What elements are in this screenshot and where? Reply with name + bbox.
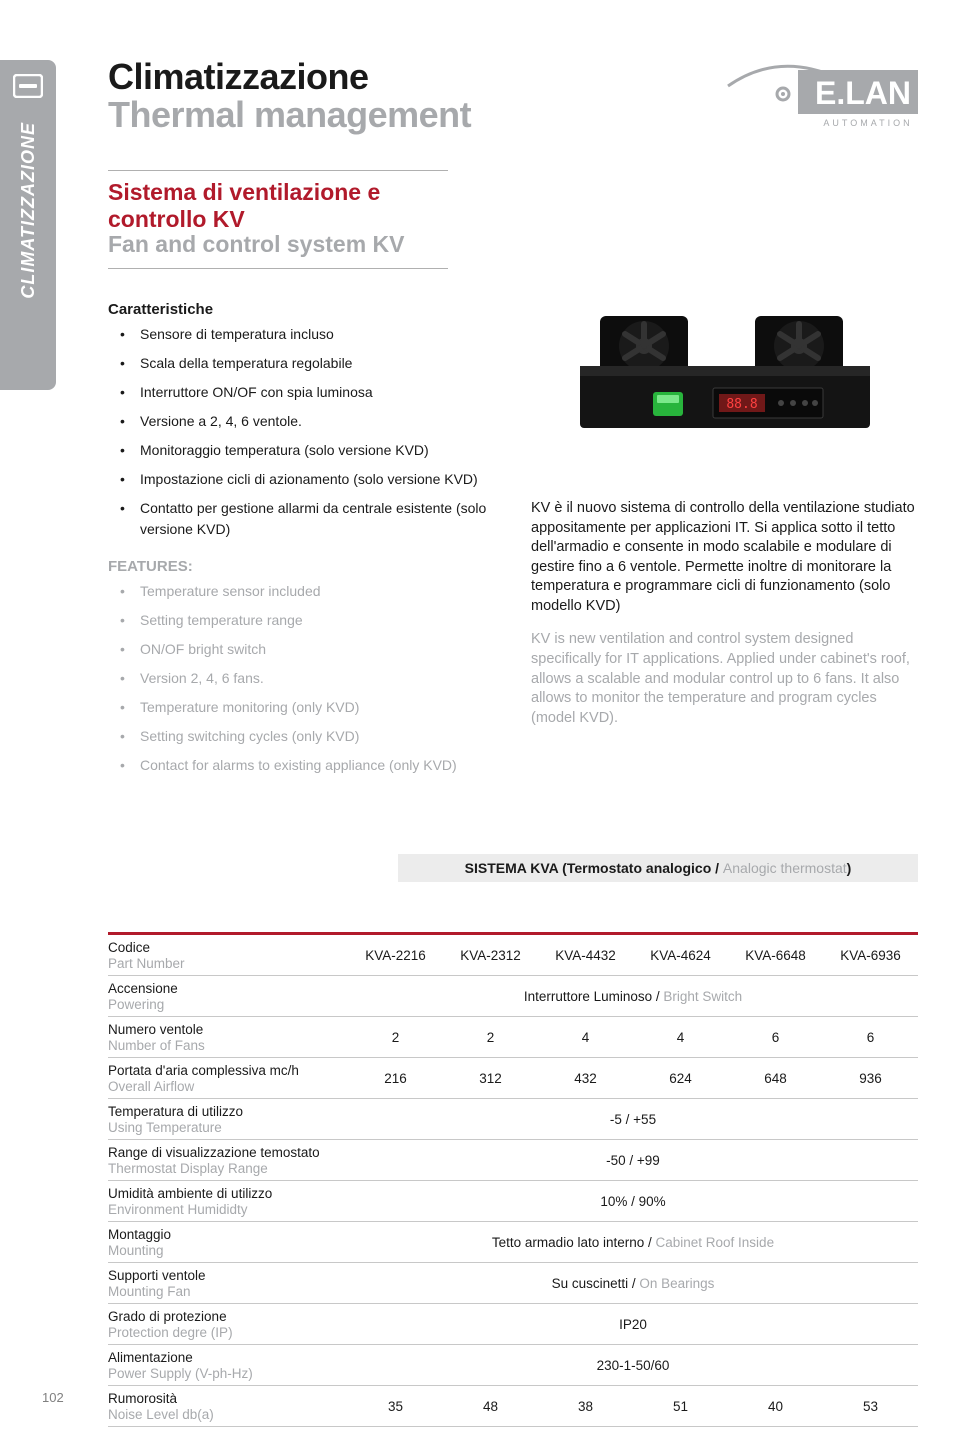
table-row: Portata d'aria complessiva mc/hOverall A…: [108, 1058, 918, 1099]
table-row: Numero ventoleNumber of Fans224466: [108, 1017, 918, 1058]
merged-value: IP20: [348, 1304, 918, 1345]
row-label: Numero ventoleNumber of Fans: [108, 1017, 348, 1058]
row-label: Portata d'aria complessiva mc/hOverall A…: [108, 1058, 348, 1099]
table-title-it: SISTEMA KVA (Termostato analogico /: [465, 860, 723, 876]
table-row: CodicePart NumberKVA-2216KVA-2312KVA-443…: [108, 935, 918, 976]
row-label: Supporti ventoleMounting Fan: [108, 1263, 348, 1304]
description-en: KV is new ventilation and control system…: [531, 630, 918, 728]
subhead-en: Fan and control system KV: [108, 231, 448, 258]
cell-value: 4: [538, 1017, 633, 1058]
table-row: RumorositàNoise Level db(a)354838514053: [108, 1386, 918, 1427]
table-row: Umidità ambiente di utilizzoEnvironment …: [108, 1181, 918, 1222]
row-label: Range di visualizzazione temostatoThermo…: [108, 1140, 348, 1181]
feature-item: Interruttore ON/OF con spia luminosa: [108, 382, 495, 403]
cell-value: 624: [633, 1058, 728, 1099]
merged-value: -50 / +99: [348, 1140, 918, 1181]
cell-value: 432: [538, 1058, 633, 1099]
merged-value: Interruttore Luminoso / Bright Switch: [348, 976, 918, 1017]
cell-value: 6: [823, 1017, 918, 1058]
brand-logo: E.LAN AUTOMATION: [718, 56, 918, 136]
table-row: MontaggioMountingTetto armadio lato inte…: [108, 1222, 918, 1263]
cell-value: 51: [633, 1386, 728, 1427]
description-column: 88.8 KV è il nuovo sistema di controllo …: [531, 301, 918, 784]
page-number: 102: [42, 1390, 64, 1405]
part-number-header: KVA-4432: [538, 935, 633, 976]
merged-value: Su cuscinetti / On Bearings: [348, 1263, 918, 1304]
feature-item: Monitoraggio temperatura (solo versione …: [108, 440, 495, 461]
feature-item: Setting switching cycles (only KVD): [108, 726, 495, 747]
product-image: 88.8: [531, 301, 918, 481]
feature-item: Contatto per gestione allarmi da central…: [108, 498, 495, 540]
svg-text:E.LAN: E.LAN: [815, 75, 911, 111]
cell-value: 40: [728, 1386, 823, 1427]
sidebar-category-tab: CLIMATIZZAZIONE: [0, 60, 56, 390]
cell-value: 35: [348, 1386, 443, 1427]
row-label: RumorositàNoise Level db(a): [108, 1386, 348, 1427]
feature-item: Contact for alarms to existing appliance…: [108, 755, 495, 776]
cell-value: 936: [823, 1058, 918, 1099]
feature-item: Impostazione cicli di azionamento (solo …: [108, 469, 495, 490]
part-number-header: KVA-6648: [728, 935, 823, 976]
feature-item: Temperature monitoring (only KVD): [108, 697, 495, 718]
cell-value: 48: [443, 1386, 538, 1427]
merged-value: 230-1-50/60: [348, 1345, 918, 1386]
cell-value: 4: [633, 1017, 728, 1058]
part-number-header: KVA-2312: [443, 935, 538, 976]
features-heading-it: Caratteristiche: [108, 301, 495, 318]
merged-value: -5 / +55: [348, 1099, 918, 1140]
svg-text:88.8: 88.8: [726, 397, 757, 412]
cell-value: 216: [348, 1058, 443, 1099]
cell-value: 2: [443, 1017, 538, 1058]
drawer-icon: [13, 74, 43, 98]
cell-value: 648: [728, 1058, 823, 1099]
cell-value: 6: [728, 1017, 823, 1058]
feature-item: Setting temperature range: [108, 610, 495, 631]
row-label: AccensionePowering: [108, 976, 348, 1017]
part-number-header: KVA-2216: [348, 935, 443, 976]
cell-value: 53: [823, 1386, 918, 1427]
table-row: Temperatura di utilizzoUsing Temperature…: [108, 1099, 918, 1140]
feature-item: Temperature sensor included: [108, 581, 495, 602]
table-row: Supporti ventoleMounting FanSu cuscinett…: [108, 1263, 918, 1304]
table-row: Range di visualizzazione temostatoThermo…: [108, 1140, 918, 1181]
cell-value: 2: [348, 1017, 443, 1058]
cell-value: 38: [538, 1386, 633, 1427]
part-number-header: KVA-6936: [823, 935, 918, 976]
features-list-it: Sensore di temperatura incluso Scala dell…: [108, 324, 495, 540]
table-row: AlimentazionePower Supply (V-ph-Hz)230-1…: [108, 1345, 918, 1386]
feature-item: Sensore di temperatura incluso: [108, 324, 495, 345]
feature-item: Scala della temperatura regolabile: [108, 353, 495, 374]
subhead-it: Sistema di ventilazione e controllo KV: [108, 179, 448, 233]
subhead-block: Sistema di ventilazione e controllo KV F…: [108, 170, 448, 269]
spec-table: CodicePart NumberKVA-2216KVA-2312KVA-443…: [108, 935, 918, 1427]
features-heading-en: FEATURES:: [108, 558, 495, 575]
title-it: Climatizzazione: [108, 56, 471, 98]
row-label: AlimentazionePower Supply (V-ph-Hz): [108, 1345, 348, 1386]
sidebar-label: CLIMATIZZAZIONE: [18, 122, 39, 299]
page-title-block: Climatizzazione Thermal management: [108, 56, 471, 136]
row-label: Temperatura di utilizzoUsing Temperature: [108, 1099, 348, 1140]
features-column: Caratteristiche Sensore di temperatura i…: [108, 301, 495, 784]
feature-item: Version 2, 4, 6 fans.: [108, 668, 495, 689]
row-label: Umidità ambiente di utilizzoEnvironment …: [108, 1181, 348, 1222]
description-it: KV è il nuovo sistema di controllo della…: [531, 499, 918, 616]
cell-value: 312: [443, 1058, 538, 1099]
title-en: Thermal management: [108, 94, 471, 136]
feature-item: ON/OF bright switch: [108, 639, 495, 660]
features-list-en: Temperature sensor included Setting tempe…: [108, 581, 495, 776]
svg-text:AUTOMATION: AUTOMATION: [823, 118, 912, 128]
table-title-en: Analogic thermostat: [723, 860, 847, 876]
merged-value: 10% / 90%: [348, 1181, 918, 1222]
table-row: AccensionePoweringInterruttore Luminoso …: [108, 976, 918, 1017]
part-number-header: KVA-4624: [633, 935, 728, 976]
feature-item: Versione a 2, 4, 6 ventole.: [108, 411, 495, 432]
merged-value: Tetto armadio lato interno / Cabinet Roo…: [348, 1222, 918, 1263]
row-label: Grado di protezioneProtection degre (IP): [108, 1304, 348, 1345]
table-row: Grado di protezioneProtection degre (IP)…: [108, 1304, 918, 1345]
spec-table-wrap: CodicePart NumberKVA-2216KVA-2312KVA-443…: [108, 932, 918, 1427]
row-label: CodicePart Number: [108, 935, 348, 976]
row-label: MontaggioMounting: [108, 1222, 348, 1263]
table-title: SISTEMA KVA (Termostato analogico / Anal…: [398, 854, 918, 882]
table-title-close: ): [847, 860, 852, 876]
